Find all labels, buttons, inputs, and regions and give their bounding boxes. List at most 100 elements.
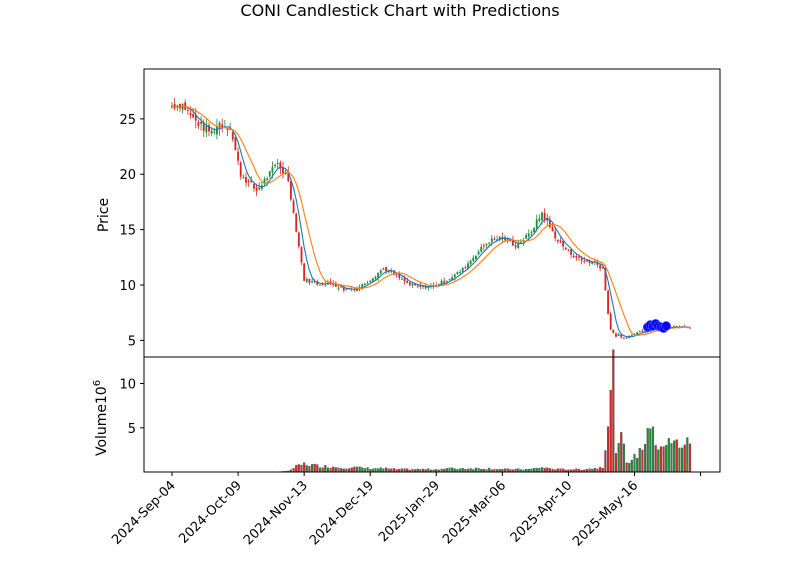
volume-bar xyxy=(477,468,480,473)
volume-bar xyxy=(358,466,361,473)
volume-bar xyxy=(488,467,491,473)
volume-multiplier-exponent: 6 xyxy=(92,380,103,386)
volume-bar xyxy=(308,466,311,473)
candle-body xyxy=(290,181,292,200)
candle-body xyxy=(424,285,427,289)
candle-body xyxy=(226,128,229,130)
x-tick-label: 2025-Jan-29 xyxy=(376,478,443,545)
candle-body xyxy=(559,240,562,243)
candle-body xyxy=(527,233,530,237)
candle-body xyxy=(192,114,195,118)
candle-body xyxy=(221,124,224,128)
candle-body xyxy=(216,126,218,135)
candle-body xyxy=(184,102,187,110)
volume-bar xyxy=(535,467,538,473)
candle-body xyxy=(604,267,607,291)
candle-body xyxy=(377,273,380,278)
candle-body xyxy=(620,334,623,338)
volume-bar xyxy=(310,464,314,473)
volume-bar xyxy=(604,450,607,473)
candle-body xyxy=(469,260,472,265)
candle-body xyxy=(242,177,245,179)
candle-body xyxy=(459,271,461,273)
volume-bar xyxy=(366,467,369,473)
chart-title: CONI Candlestick Chart with Predictions xyxy=(240,1,559,20)
volume-bar xyxy=(651,426,655,473)
volume-bar xyxy=(329,467,332,473)
volume-bar xyxy=(353,466,356,473)
volume-bar xyxy=(686,437,689,473)
candle-body xyxy=(556,239,559,242)
price-y-tick-label: 25 xyxy=(119,113,136,128)
volume-bar xyxy=(617,443,620,473)
candle-body xyxy=(612,329,615,333)
volume-bar xyxy=(326,467,330,473)
volume-bar xyxy=(543,467,546,473)
volume-bar xyxy=(670,443,673,473)
x-tick-label: 2024-Sep-04 xyxy=(109,478,179,548)
volume-multiplier: 106 xyxy=(92,380,110,404)
price-y-tick-label: 15 xyxy=(119,224,136,239)
volume-bar xyxy=(361,467,364,473)
candle-body xyxy=(313,281,316,283)
candle-body xyxy=(445,280,448,282)
volume-bar xyxy=(379,467,382,473)
volume-y-tick-label: 5 xyxy=(128,422,136,437)
candle-body xyxy=(390,270,393,272)
candle-body xyxy=(564,247,567,250)
candle-body xyxy=(551,227,554,232)
candle-body xyxy=(638,331,641,333)
candle-body xyxy=(361,284,364,289)
candle-body xyxy=(509,240,512,242)
candle-body xyxy=(210,130,213,134)
candle-body xyxy=(580,258,583,261)
volume-bar xyxy=(599,467,602,473)
volume-bar xyxy=(324,465,327,473)
candle-body xyxy=(239,162,242,177)
candle-body xyxy=(398,274,401,278)
candle-body xyxy=(440,280,443,286)
candle-body xyxy=(599,265,602,269)
candle-body xyxy=(514,245,517,247)
moving-average-lines xyxy=(171,105,691,338)
candle-body xyxy=(213,131,216,133)
volume-bar xyxy=(318,467,322,473)
volume-bar xyxy=(675,439,678,473)
candle-body xyxy=(570,249,572,255)
candle-body xyxy=(379,270,382,274)
candle-body xyxy=(472,257,475,262)
volume-bar xyxy=(665,445,668,473)
volume-bar xyxy=(638,447,641,473)
candle-body xyxy=(625,337,628,339)
candle-body xyxy=(263,178,266,185)
candle-body xyxy=(493,238,496,240)
candle-body xyxy=(321,284,324,286)
candle-body xyxy=(485,243,488,246)
candle-body xyxy=(416,285,419,287)
candle-body xyxy=(411,283,414,286)
candle-body xyxy=(567,249,570,251)
volume-bar xyxy=(628,463,631,473)
candle-body xyxy=(596,262,599,265)
volume-bar xyxy=(606,426,610,473)
candle-body xyxy=(607,290,609,314)
candle-body xyxy=(448,279,451,281)
candle-body xyxy=(316,281,319,285)
candle-body xyxy=(525,235,528,239)
x-tick-label: 2024-Dec-19 xyxy=(307,478,377,548)
candle-body xyxy=(408,282,411,286)
candle-body xyxy=(374,276,377,279)
candle-body xyxy=(287,173,290,182)
candle-body xyxy=(205,125,208,133)
x-tick-label: 2024-Nov-13 xyxy=(241,478,311,548)
volume-bar xyxy=(337,467,340,473)
volume-bar xyxy=(316,464,319,473)
candle-body xyxy=(480,246,483,252)
candle-body xyxy=(517,242,520,249)
candle-body xyxy=(519,242,522,244)
volume-bar xyxy=(662,446,665,473)
candle-body xyxy=(308,278,311,283)
candle-body xyxy=(297,232,300,247)
volume-bar xyxy=(313,463,316,473)
candle-body xyxy=(403,277,406,282)
